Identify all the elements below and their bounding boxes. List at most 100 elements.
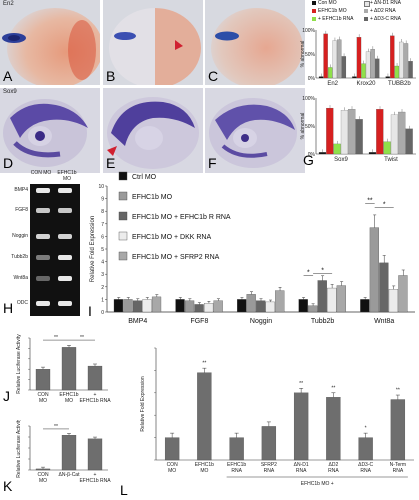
legend-swatch-dd2 — [364, 9, 368, 13]
panel-letter-l: L — [120, 482, 128, 498]
x-tick-label: MO — [39, 398, 47, 404]
significance-marker: ** — [367, 198, 373, 205]
arrowhead-b-icon — [175, 40, 183, 50]
bar — [341, 56, 347, 79]
legend-label: EFHC1b MO + SFRP2 RNA — [132, 254, 220, 261]
x-tick-label: EFHC1b — [195, 462, 214, 468]
bar — [398, 275, 408, 313]
chart-l: Relative Fold ExpressionCONMOEFHC1bMOEFH… — [140, 347, 414, 487]
photo-label-en2: En2 — [3, 1, 14, 7]
legend-swatch — [118, 211, 128, 221]
y-axis-label: Relative Fold Expression — [90, 216, 96, 282]
legend-item-dd3c: + ΔD3-C RNA — [370, 16, 401, 22]
x-tick-label: ΔD2 — [329, 462, 339, 468]
significance-marker: ** — [299, 381, 303, 387]
bar — [265, 301, 275, 313]
bar — [369, 227, 379, 313]
significance-marker: ** — [202, 361, 206, 367]
x-tick-label: CON — [37, 392, 49, 398]
significance-marker: * — [321, 268, 324, 275]
y-tick-label: 6 — [101, 234, 104, 240]
bar — [358, 437, 373, 461]
bar — [197, 372, 212, 461]
x-tick-label: EFHC1b — [59, 392, 78, 398]
y-tick-label: 100% — [302, 28, 315, 34]
bar — [333, 143, 341, 155]
panel-letter-j: J — [3, 388, 10, 404]
x-tick-label: RNA — [231, 468, 242, 474]
bar — [151, 296, 162, 313]
significance-marker: * — [383, 201, 386, 208]
panel-letter-a: A — [3, 68, 13, 84]
bar — [352, 76, 357, 79]
x-tick-label: En2 — [327, 81, 338, 87]
legend-label: EFHC1b MO + EFHC1b R RNA — [132, 214, 231, 221]
y-tick-label: 0% — [308, 152, 316, 158]
bar — [87, 365, 103, 391]
bar — [383, 141, 391, 155]
panel-letter-e: E — [106, 155, 116, 171]
bar — [213, 300, 223, 313]
bar — [175, 299, 185, 313]
panel-letter-h: H — [3, 300, 14, 316]
x-tick-label: + — [94, 392, 97, 398]
panel-letter-g: G — [303, 152, 314, 168]
x-tick-label: ΔD3-C — [358, 462, 373, 468]
bar — [229, 437, 244, 461]
panel-letter-k: K — [3, 478, 13, 494]
y-tick-label: 4 — [101, 260, 104, 266]
gel-row-bmp4: BMP4 — [14, 187, 28, 193]
x-tick-label: RNA — [296, 468, 307, 474]
chart-j: Relative Luciferase ActivityCONMOEFHC1bM… — [16, 334, 111, 404]
bar — [390, 35, 395, 79]
bar — [194, 304, 204, 313]
gel-row-wnt8a: Wnt8a — [13, 275, 28, 281]
x-tick-label: ΔN-D1 — [294, 462, 309, 468]
y-tick-label: 9 — [101, 197, 104, 203]
chart-g-top: 100% 50% 0% % abnormal En2 Krox20 TUBB2b — [300, 28, 416, 87]
x-tick-label: BMP4 — [128, 318, 147, 325]
x-tick-label: RNA — [264, 468, 275, 474]
y-tick-label: 100% — [302, 96, 315, 102]
legend-swatch — [118, 171, 128, 181]
bar — [35, 468, 51, 471]
x-tick-label: CON — [37, 472, 49, 478]
y-tick-label: 50% — [305, 52, 316, 58]
legend-label: EFHC1b MO + DKK RNA — [132, 234, 211, 241]
bar — [408, 61, 413, 79]
legend-label: Ctrl MO — [132, 174, 157, 181]
bar — [184, 300, 195, 313]
bar — [388, 289, 399, 313]
x-tick-label: TUBB2b — [388, 81, 411, 87]
legend-item-dd2: + ΔD2 RNA — [370, 8, 396, 14]
legend-label: EFHC1b MO — [132, 194, 173, 201]
y-axis-label: Relative Luciferase Activity — [16, 334, 22, 394]
y-tick-label: 10 — [98, 184, 104, 190]
x-tick-label: Wnt8a — [374, 318, 394, 325]
legend-item-rescue: + EFHC1b RNA — [318, 16, 354, 22]
bar — [256, 300, 266, 313]
bar — [398, 111, 406, 155]
significance-marker: ** — [396, 388, 400, 394]
g-legend: Con MO EFHC1b MO + EFHC1b RNA + ΔN-D1 RN… — [312, 0, 419, 27]
x-tick-label: Noggin — [250, 318, 272, 325]
panel-letter-d: D — [3, 155, 14, 171]
legend-swatch-dd3c — [364, 17, 368, 21]
bar — [113, 299, 124, 313]
bar — [361, 63, 366, 79]
bar — [317, 280, 327, 313]
photo-c — [205, 0, 305, 85]
x-tick-label: CON — [167, 462, 179, 468]
y-tick-label: 0 — [101, 310, 104, 316]
gel-row-odc: ODC — [16, 300, 28, 306]
x-tick-label: SFRP2 — [261, 462, 277, 468]
significance-marker: ** — [54, 335, 58, 341]
bar — [337, 39, 342, 79]
legend-swatch-con — [312, 1, 316, 5]
bar — [318, 76, 324, 79]
chart-g-bottom: 100% 50% 0% % abnormal Sox9 Twist — [300, 96, 416, 163]
bar — [332, 40, 337, 79]
y-tick-label: 5 — [101, 247, 104, 253]
bar — [328, 67, 333, 79]
x-tick-label: N-Term — [390, 462, 406, 468]
